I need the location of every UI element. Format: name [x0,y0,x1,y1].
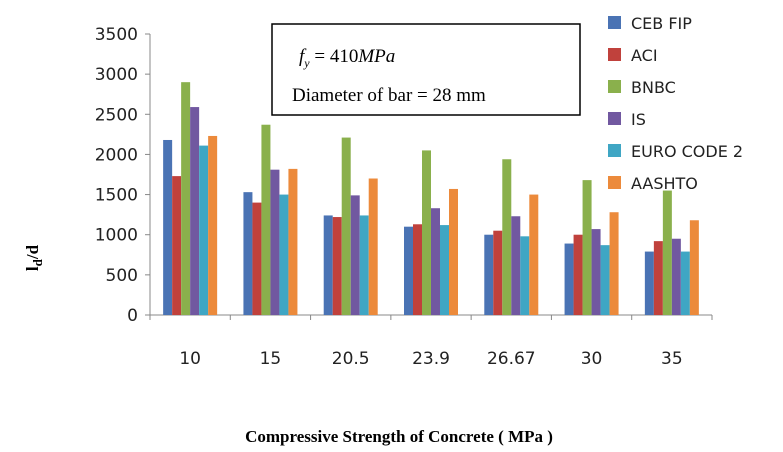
bar-aci-10 [172,176,182,315]
bar-bnbc-26.67 [502,159,512,315]
annotation-fy: fy = 410MPa [299,46,395,70]
x-tick-label: 20.5 [332,349,370,369]
bar-bnbc-10 [181,82,191,315]
bar-ceb-fip-30 [564,243,574,315]
bar-euro-code-2-35 [680,251,690,315]
legend-label: AASHTO [631,174,698,193]
fy-unit: MPa [357,46,395,67]
legend: CEB FIP ACI BNBC IS EURO CODE 2 AASHTO [608,14,743,193]
x-tick-label: 30 [581,349,603,369]
legend-swatch [608,80,621,93]
x-axis-ticks: 10 15 20.5 23.9 26.67 30 35 [149,315,713,369]
legend-swatch [608,112,621,125]
bar-ceb-fip-35 [644,251,654,315]
annotation-box: fy = 410MPa Diameter of bar = 28 mm [271,23,581,116]
x-tick-label: 35 [661,349,683,369]
bar-aci-15 [252,202,262,315]
y-tick-label: 3000 [95,65,138,85]
bar-ceb-fip-23.9 [404,226,413,315]
bar-aci-23.9 [413,224,422,315]
bar-ceb-fip-15 [243,192,253,315]
legend-swatch [608,16,621,29]
bar-is-26.67 [511,216,521,315]
bar-ceb-fip-20.5 [323,215,333,315]
legend-label: ACI [631,46,658,65]
legend-label: EURO CODE 2 [631,142,743,161]
bar-bnbc-20.5 [341,137,351,315]
y-tick-label: 2500 [95,105,138,125]
legend-swatch [608,176,621,189]
y-axis-title-sub: d [30,258,45,266]
y-tick-label: 500 [106,266,138,286]
bar-euro-code-2-15 [279,194,289,315]
y-tick-label: 1000 [95,226,138,246]
y-tick-label: 2000 [95,145,138,165]
bar-is-20.5 [350,195,360,315]
bar-euro-code-2-30 [600,245,610,315]
bar-ceb-fip-10 [163,139,173,315]
legend-label: BNBC [631,78,676,97]
bar-aci-30 [573,234,583,315]
bar-euro-code-2-20.5 [359,215,369,315]
bar-is-15 [270,169,280,315]
x-tick-label: 26.67 [487,349,536,369]
legend-swatch [608,144,621,157]
y-axis-title-tail: /d [23,244,42,260]
bar-aashto-30 [609,212,619,315]
y-axis-title-main: l [23,266,42,271]
bar-bnbc-35 [662,190,672,315]
fy-symbol: f [299,46,307,67]
bar-aashto-23.9 [449,188,458,315]
legend-swatch [608,48,621,61]
bar-aashto-10 [208,135,218,315]
fy-sub: y [303,56,310,70]
bar-aashto-26.67 [529,194,539,315]
bar-aci-20.5 [332,217,342,315]
bar-is-30 [591,229,601,315]
y-axis-title: ld/d [23,244,45,271]
bar-is-35 [671,238,681,315]
bar-is-10 [190,107,200,315]
bar-bnbc-23.9 [422,150,431,315]
bar-bnbc-30 [582,180,592,315]
legend-label: CEB FIP [631,14,692,33]
x-tick-label: 10 [179,349,201,369]
bar-euro-code-2-23.9 [440,225,449,315]
bars [163,82,699,315]
bar-euro-code-2-26.67 [520,236,530,315]
x-axis-title: Compressive Strength of Concrete ( MPa ) [245,427,553,446]
y-tick-label: 1500 [95,186,138,206]
bar-aashto-20.5 [368,178,378,315]
bar-bnbc-15 [261,124,271,315]
bar-is-23.9 [431,208,440,315]
x-tick-label: 15 [260,349,282,369]
bar-aashto-35 [689,220,699,315]
fy-value: = 410 [310,46,359,67]
bar-aci-26.67 [493,230,503,315]
y-tick-label: 0 [127,306,138,326]
bar-euro-code-2-10 [199,145,209,315]
bar-aashto-15 [288,168,298,315]
bar-ceb-fip-26.67 [484,234,494,315]
x-tick-label: 23.9 [412,349,450,369]
y-axis-ticks: 0 500 1000 1500 2000 2500 3000 3500 [95,25,150,326]
legend-label: IS [631,110,646,129]
annotation-diameter: Diameter of bar = 28 mm [292,85,486,106]
bar-aci-35 [653,241,663,315]
y-tick-label: 3500 [95,25,138,45]
